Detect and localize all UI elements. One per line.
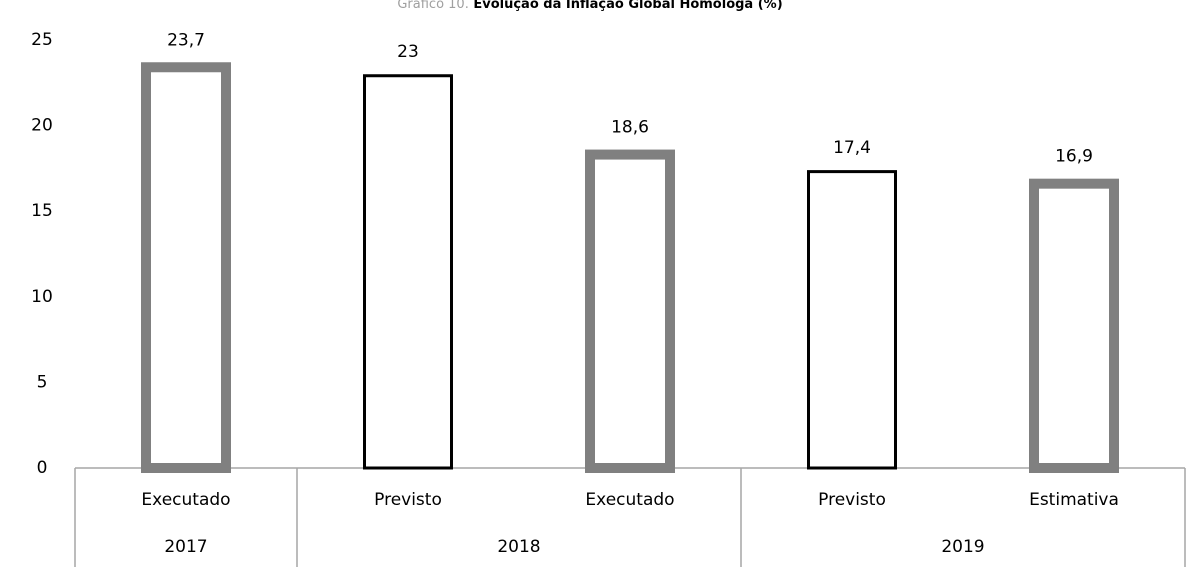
x-tick-label: Executado <box>141 490 230 510</box>
x-tick-label: Previsto <box>374 490 442 510</box>
y-tick-label: 0 <box>37 458 48 478</box>
title-main: Evolução da Inflação Global Homóloga (%) <box>473 0 782 12</box>
chart-title: Gráfico 10. Evolução da Inflação Global … <box>397 0 782 12</box>
y-tick-label: 15 <box>31 201 53 221</box>
bar <box>807 170 897 470</box>
data-label: 17,4 <box>833 138 871 158</box>
bar <box>141 62 231 473</box>
group-label: 2018 <box>497 537 540 557</box>
title-prefix: Gráfico 10. <box>397 0 468 12</box>
group-label: 2019 <box>941 537 984 557</box>
y-tick-label: 10 <box>31 287 53 307</box>
data-label: 23,7 <box>167 30 205 50</box>
bar <box>363 74 453 470</box>
y-tick-label: 25 <box>31 30 53 50</box>
data-label: 18,6 <box>611 118 649 138</box>
x-tick-label: Estimativa <box>1029 490 1119 510</box>
y-tick-label: 5 <box>37 372 48 392</box>
data-label: 16,9 <box>1055 147 1093 167</box>
data-label: 23 <box>397 42 419 62</box>
group-label: 2017 <box>164 537 207 557</box>
x-tick-label: Executado <box>585 490 674 510</box>
bar <box>585 149 675 473</box>
x-tick-label: Previsto <box>818 490 886 510</box>
y-tick-label: 20 <box>31 116 53 136</box>
bar <box>1029 178 1119 473</box>
